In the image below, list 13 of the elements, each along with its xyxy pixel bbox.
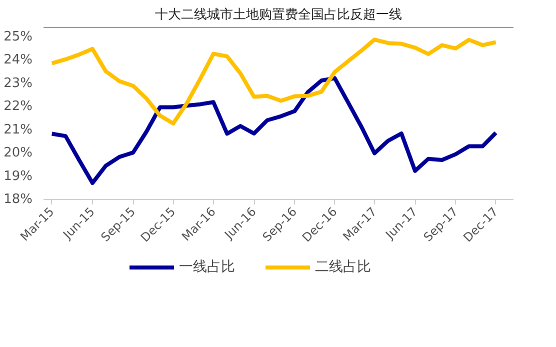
y-tick-label: 18%	[4, 192, 33, 207]
y-tick-label: 20%	[4, 146, 33, 161]
line-series	[50, 76, 498, 185]
legend-label: 一线占比	[179, 258, 235, 276]
y-tick-label: 21%	[4, 122, 33, 138]
legend-label: 二线占比	[315, 258, 371, 276]
y-tick-label: 24%	[4, 52, 33, 68]
line-series	[50, 38, 498, 126]
y-tick-label: 19%	[4, 168, 33, 184]
y-tick-label: 22%	[4, 99, 33, 114]
y-tick-label: 23%	[4, 76, 33, 91]
y-tick-label: 25%	[4, 29, 33, 44]
chart-title: 十大二线城市土地购置费全国占比反超一线	[155, 8, 402, 22]
